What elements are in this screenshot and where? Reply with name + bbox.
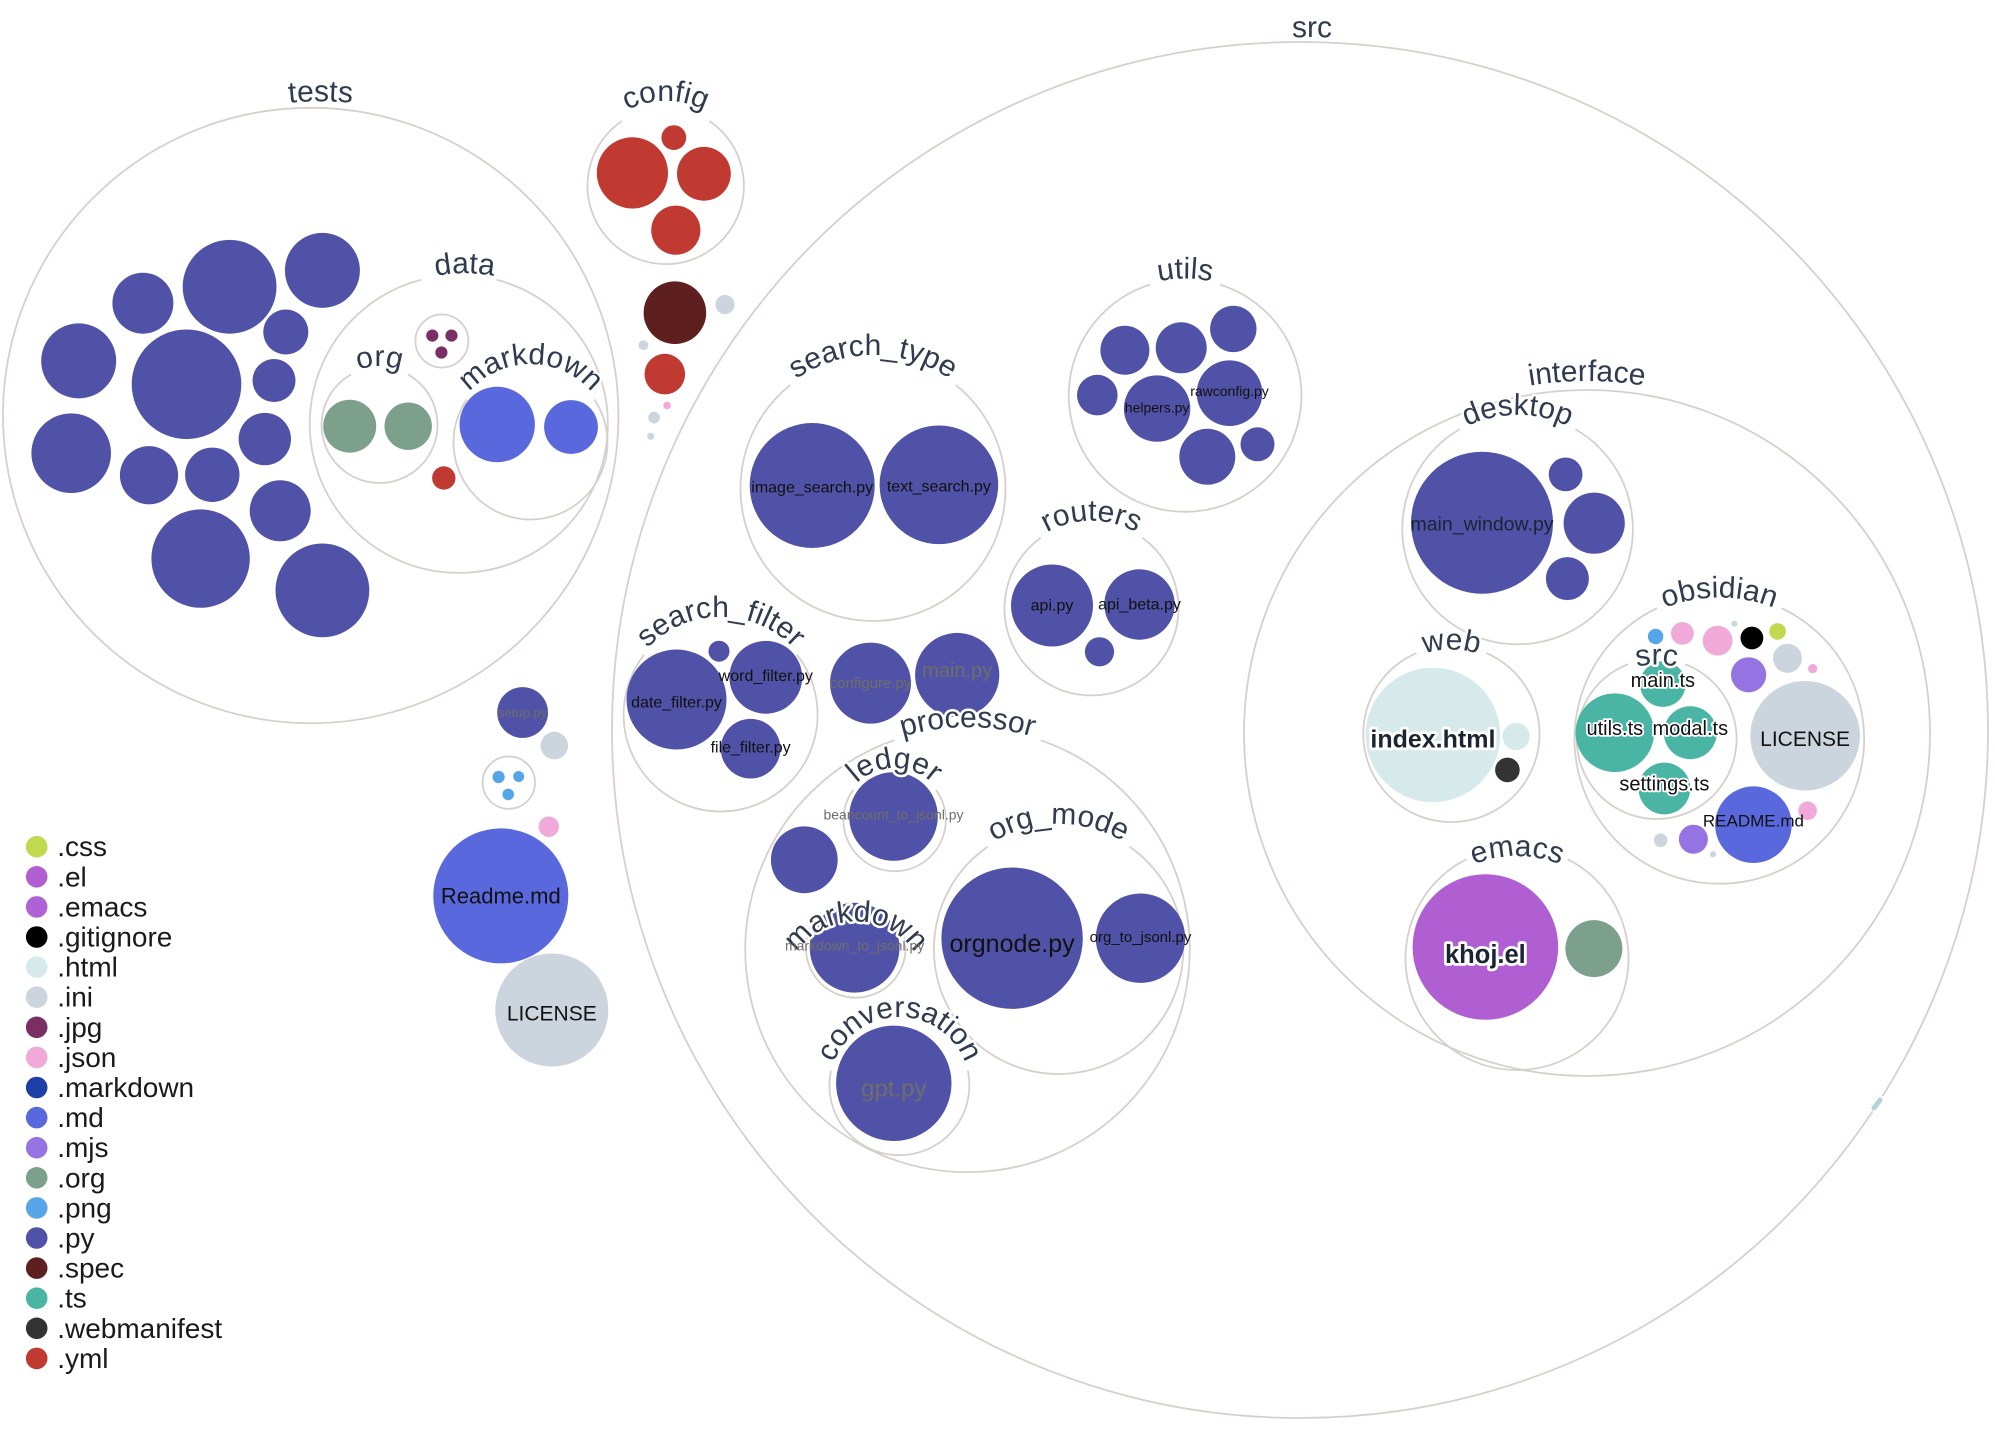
- svg-text:.org: .org: [57, 1162, 105, 1193]
- svg-text:.ts: .ts: [57, 1283, 87, 1314]
- svg-text:src: src: [1292, 11, 1333, 44]
- svg-text:word_filter.py: word_filter.py: [718, 668, 813, 685]
- svg-text:api.py: api.py: [1031, 598, 1074, 615]
- svg-text:src: src: [1633, 638, 1680, 673]
- svg-text:.png: .png: [57, 1192, 111, 1223]
- svg-text:main.ts: main.ts: [1631, 670, 1695, 692]
- svg-text:beancount_to_jsonl.py: beancount_to_jsonl.py: [823, 807, 963, 823]
- svg-text:modal.ts: modal.ts: [1653, 718, 1729, 740]
- svg-text:file_filter.py: file_filter.py: [711, 739, 791, 756]
- svg-text:interface: interface: [1526, 355, 1648, 393]
- svg-text:web: web: [1418, 623, 1484, 660]
- svg-text:.py: .py: [57, 1223, 94, 1254]
- svg-text:image_search.py: image_search.py: [751, 479, 873, 496]
- svg-text:.webmanifest: .webmanifest: [57, 1313, 222, 1344]
- svg-text:.gitignore: .gitignore: [57, 922, 172, 953]
- svg-text:.el: .el: [57, 861, 87, 892]
- svg-text:api_beta.py: api_beta.py: [1098, 597, 1181, 614]
- svg-text:data: data: [432, 247, 497, 283]
- svg-text:.spec: .spec: [57, 1253, 124, 1284]
- svg-text:org: org: [353, 340, 407, 376]
- svg-text:.markdown: .markdown: [57, 1072, 194, 1103]
- svg-text:settings.ts: settings.ts: [1619, 774, 1709, 796]
- svg-text:markdown_to_jsonl.py: markdown_to_jsonl.py: [785, 938, 924, 954]
- svg-text:gpt.py: gpt.py: [861, 1075, 926, 1102]
- svg-text:README.md: README.md: [1703, 812, 1804, 831]
- svg-text:.ini: .ini: [57, 982, 93, 1013]
- svg-text:utils.ts: utils.ts: [1586, 718, 1643, 740]
- svg-text:main_window.py: main_window.py: [1410, 514, 1553, 536]
- svg-text:text_search.py: text_search.py: [887, 479, 991, 496]
- svg-text:.json: .json: [57, 1042, 116, 1073]
- svg-text:.yml: .yml: [57, 1343, 108, 1374]
- svg-text:.mjs: .mjs: [57, 1132, 108, 1163]
- svg-text:main.py: main.py: [922, 660, 992, 682]
- svg-text:helpers.py: helpers.py: [1125, 399, 1190, 415]
- svg-text:utils: utils: [1155, 252, 1216, 288]
- svg-text:LICENSE: LICENSE: [1760, 728, 1850, 751]
- svg-text:.html: .html: [57, 952, 118, 983]
- svg-text:khoj.el: khoj.el: [1445, 941, 1526, 969]
- svg-text:org_to_jsonl.py: org_to_jsonl.py: [1090, 929, 1192, 946]
- svg-text:Readme.md: Readme.md: [441, 883, 561, 908]
- svg-text:date_filter.py: date_filter.py: [631, 694, 722, 711]
- svg-text:.md: .md: [57, 1102, 104, 1133]
- svg-text:setup.py: setup.py: [498, 705, 548, 720]
- svg-text:LICENSE: LICENSE: [507, 1003, 597, 1026]
- svg-text:.jpg: .jpg: [57, 1012, 102, 1043]
- svg-text:.css: .css: [57, 831, 107, 862]
- svg-text:processor: processor: [896, 701, 1039, 743]
- svg-text:rawconfig.py: rawconfig.py: [1190, 383, 1269, 399]
- svg-text:index.html: index.html: [1370, 725, 1495, 753]
- svg-text:configure.py: configure.py: [830, 675, 912, 692]
- svg-text:orgnode.py: orgnode.py: [950, 930, 1076, 958]
- svg-text:.emacs: .emacs: [57, 891, 147, 922]
